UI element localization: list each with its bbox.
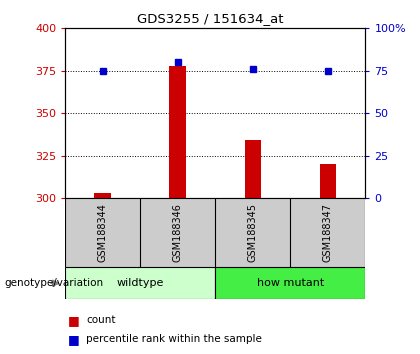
Text: ■: ■ xyxy=(68,333,79,346)
FancyBboxPatch shape xyxy=(65,267,215,299)
Bar xyxy=(320,164,336,198)
FancyBboxPatch shape xyxy=(215,267,365,299)
Text: GSM188345: GSM188345 xyxy=(248,203,258,262)
Text: count: count xyxy=(86,315,116,325)
Text: GSM188344: GSM188344 xyxy=(97,203,108,262)
Text: how mutant: how mutant xyxy=(257,278,324,288)
FancyBboxPatch shape xyxy=(65,198,365,267)
Text: GSM188347: GSM188347 xyxy=(323,203,333,262)
Bar xyxy=(94,193,111,198)
Bar xyxy=(244,141,261,198)
Text: GSM188346: GSM188346 xyxy=(173,203,183,262)
Text: GDS3255 / 151634_at: GDS3255 / 151634_at xyxy=(137,12,283,25)
Bar xyxy=(169,66,186,198)
Text: percentile rank within the sample: percentile rank within the sample xyxy=(86,334,262,344)
Text: ■: ■ xyxy=(68,314,79,327)
Text: genotype/variation: genotype/variation xyxy=(4,278,103,288)
Text: wildtype: wildtype xyxy=(116,278,164,288)
